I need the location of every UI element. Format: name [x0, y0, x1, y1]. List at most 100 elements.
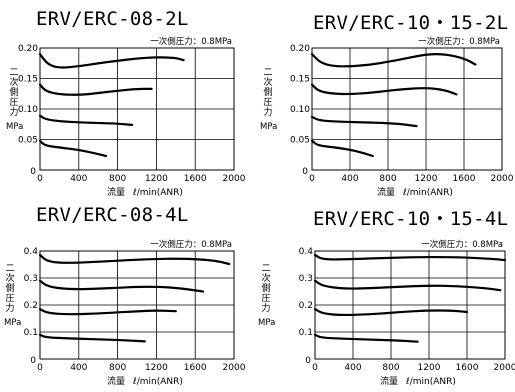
y-tick-label: 0.05 [18, 136, 38, 146]
chart-title: ERV/ERC-08-2L [36, 8, 189, 30]
x-tick-label: 400 [341, 174, 358, 184]
y-tick-label: 0.20 [290, 44, 310, 54]
y-axis-label-char: 力 [9, 106, 18, 118]
y-axis-label-char: 次 [9, 76, 18, 88]
y-origin-label: 0 [30, 167, 36, 177]
series-line-2 [310, 83, 458, 96]
y-axis-unit: MPa [6, 122, 23, 132]
series-line-4 [38, 333, 146, 343]
x-axis-unit: ℓ/min(ANR) [402, 188, 453, 196]
x-tick-label: 400 [70, 174, 87, 184]
y-axis-label-char: 圧 [5, 293, 14, 304]
x-axis-unit: ℓ/min(ANR) [132, 188, 183, 196]
y-axis-label-char: 二 [9, 68, 18, 78]
x-tick-label: 800 [109, 174, 126, 184]
y-tick-label: 0.10 [290, 105, 310, 115]
series-line-1 [310, 53, 477, 68]
y-axis-label-char: 側 [261, 282, 270, 294]
x-tick-label: 0 [309, 174, 315, 184]
chart-title: ERV/ERC-10・15-2L [313, 12, 509, 34]
y-axis-unit: MPa [4, 318, 21, 328]
y-axis-label-char: 次 [263, 76, 272, 88]
chart-panel-08-2l: ERV/ERC-08-2L 0 400 800 1200 1600 2000 0.05 0.1… [0, 0, 258, 196]
x-tick-label: 1600 [184, 363, 207, 373]
y-axis-label-char: 二 [263, 68, 272, 78]
series-line-3 [313, 308, 469, 317]
y-tick-label: 0.1 [299, 328, 313, 338]
x-axis-unit: ℓ/min(ANR) [405, 377, 456, 387]
chart-08-4l: 0 400 800 1200 1600 2000 0.1 0.2 0.3 0.4 0 一次側圧力：0.… [4, 239, 246, 387]
y-tick-label: 0.10 [18, 105, 38, 115]
series-line-2 [313, 279, 502, 292]
y-tick-label: 0.05 [290, 136, 310, 146]
y-origin-label: 0 [305, 356, 311, 366]
y-origin-label: 0 [302, 167, 308, 177]
y-axis-unit: MPa [258, 318, 275, 328]
x-tick-label: 2000 [494, 363, 515, 373]
x-tick-label: 2000 [491, 174, 514, 184]
y-axis-label-char: 圧 [261, 293, 270, 304]
y-tick-label: 0.4 [299, 247, 314, 257]
chart-panel-10-15-4l: ERV/ERC-10・15-4L 0 400 800 1200 1600 2000 0.1 0… [258, 196, 515, 392]
y-tick-label: 0.3 [24, 274, 38, 284]
chart-title: ERV/ERC-10・15-4L [313, 208, 509, 230]
y-axis-label-char: 力 [261, 302, 270, 314]
x-axis-label: 流量 [107, 375, 125, 387]
chart-10-15-2l: 0 400 800 1200 1600 2000 0.05 0.10 0.15 0.20 0 一次側圧… [260, 36, 514, 196]
y-axis-label-char: 二 [5, 264, 14, 274]
x-tick-label: 1200 [145, 363, 168, 373]
series-line-3 [310, 115, 418, 128]
series-line-4 [38, 139, 108, 158]
chart-panel-08-4l: ERV/ERC-08-4L 0 400 800 1200 1600 2000 0.1 0.2 0… [0, 196, 258, 392]
y-axis-label-char: 力 [5, 302, 14, 314]
series-line-1 [38, 253, 231, 266]
x-tick-label: 400 [70, 363, 87, 373]
x-tick-label: 800 [109, 363, 126, 373]
series-line-4 [313, 333, 419, 343]
x-axis-label: 流量 [107, 186, 125, 196]
y-origin-label: 0 [30, 356, 36, 366]
series-line-1 [313, 253, 507, 262]
x-tick-label: 1600 [184, 174, 207, 184]
series-line-3 [38, 308, 177, 316]
x-tick-label: 2000 [223, 174, 246, 184]
x-tick-label: 0 [37, 174, 43, 184]
x-tick-label: 1200 [415, 174, 438, 184]
primary-pressure-annotation: 一次側圧力：0.8MPa [150, 239, 232, 250]
x-tick-label: 800 [379, 174, 396, 184]
x-tick-label: 400 [344, 363, 361, 373]
x-tick-label: 1200 [418, 363, 441, 373]
y-axis-label-char: 側 [9, 86, 18, 98]
x-axis-label: 流量 [377, 186, 395, 196]
chart-08-2l: 0 400 800 1200 1600 2000 0.05 0.10 0.15 0.20 0 一次側圧… [6, 36, 246, 196]
y-tick-label: 0.2 [299, 301, 313, 311]
y-tick-label: 0.1 [24, 328, 38, 338]
y-tick-label: 0.15 [290, 75, 310, 85]
y-tick-label: 0.20 [18, 44, 38, 54]
series-line-1 [38, 53, 185, 69]
series-line-2 [38, 279, 205, 293]
primary-pressure-annotation: 一次側圧力：0.8MPa [150, 36, 232, 47]
x-tick-label: 1600 [453, 174, 476, 184]
y-axis-label-char: 圧 [263, 97, 272, 108]
y-axis-label-char: 次 [5, 272, 14, 284]
y-axis-label-char: 圧 [9, 97, 18, 108]
primary-pressure-annotation: 一次側圧力：0.8MPa [421, 239, 503, 250]
chart-10-15-4l: 0 400 800 1200 1600 2000 0.1 0.2 0.3 0.4 0 一次側圧力：0.… [258, 239, 515, 387]
y-axis-label-char: 側 [5, 282, 14, 294]
x-axis-unit: ℓ/min(ANR) [132, 377, 183, 387]
y-tick-label: 0.3 [299, 274, 313, 284]
y-tick-label: 0.2 [24, 301, 38, 311]
chart-title: ERV/ERC-08-4L [36, 204, 189, 226]
x-axis-label: 流量 [380, 375, 398, 387]
primary-pressure-annotation: 一次側圧力：0.8MPa [418, 36, 500, 47]
y-axis-unit: MPa [260, 122, 277, 132]
y-axis-label-char: 二 [261, 264, 270, 274]
series-line-4 [310, 139, 374, 158]
x-tick-label: 2000 [223, 363, 246, 373]
series-line-3 [38, 114, 134, 126]
y-axis-label-char: 側 [263, 86, 272, 98]
y-axis-label-char: 次 [261, 272, 270, 284]
y-tick-label: 0.15 [18, 75, 38, 85]
x-tick-label: 1200 [145, 174, 168, 184]
